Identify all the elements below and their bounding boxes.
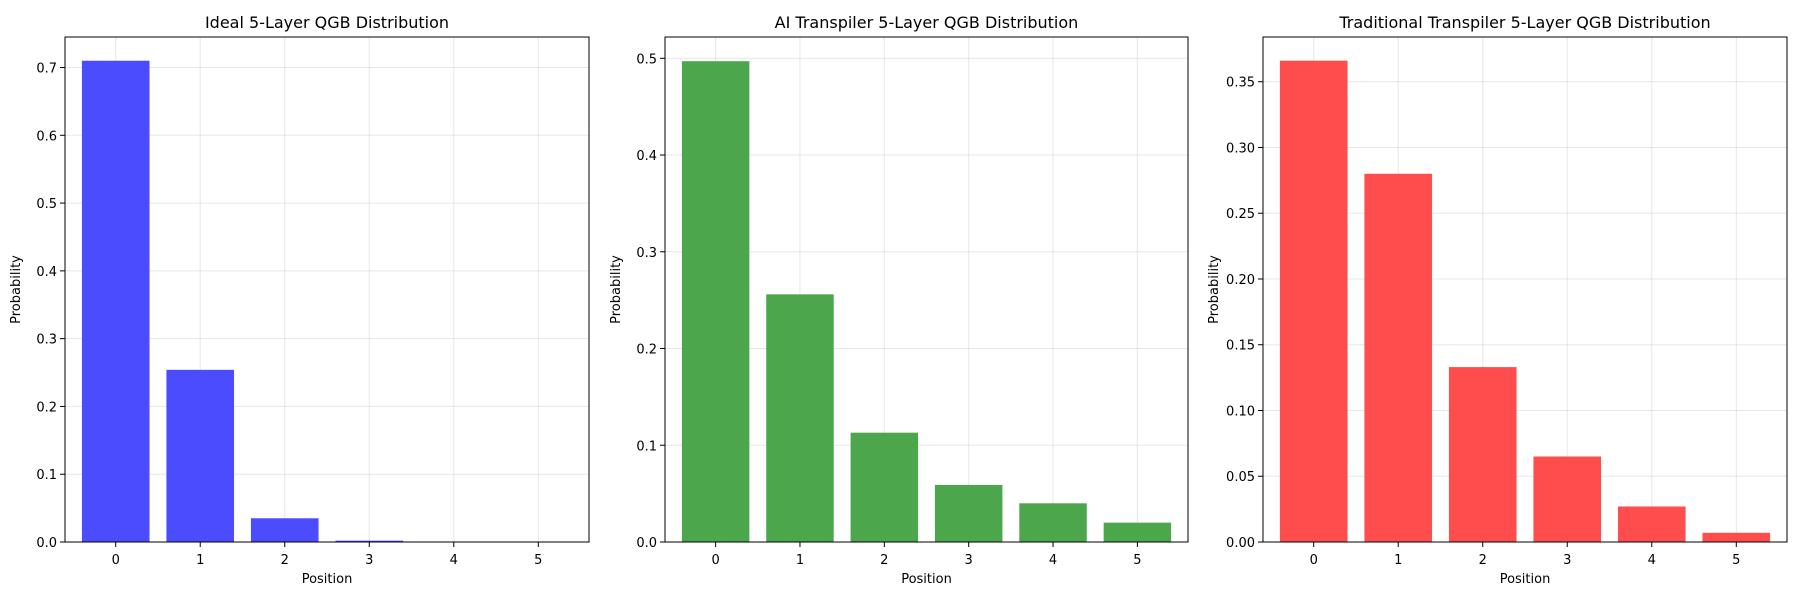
x-tick-label: 4 xyxy=(450,553,458,568)
bar-3 xyxy=(335,540,404,542)
bar-0 xyxy=(81,60,150,543)
x-axis-label: Position xyxy=(302,572,353,587)
y-tick-label: 0.5 xyxy=(36,197,57,212)
x-tick-label: 0 xyxy=(1310,553,1318,568)
plot-frame xyxy=(1262,36,1788,543)
x-tick-label: 2 xyxy=(880,553,888,568)
y-tick-label: 0.6 xyxy=(36,129,57,144)
y-tick-label: 0.7 xyxy=(36,62,57,77)
y-tick-label: 0.2 xyxy=(36,400,57,415)
bar-2 xyxy=(850,432,919,542)
x-tick-label: 0 xyxy=(112,553,120,568)
x-tick-label: 4 xyxy=(1648,553,1656,568)
y-axis-label: Probability xyxy=(609,255,624,324)
plot-frame xyxy=(664,36,1189,543)
x-tick-label: 5 xyxy=(534,553,542,568)
chart-title: Ideal 5-Layer QGB Distribution xyxy=(205,13,449,32)
plot-frame xyxy=(64,36,590,543)
y-tick-label: 0.05 xyxy=(1226,470,1255,485)
y-axis-label: Probability xyxy=(9,255,24,324)
bar-1 xyxy=(766,294,834,542)
bar-0 xyxy=(681,61,750,543)
y-tick-label: 0.20 xyxy=(1226,273,1255,288)
chart-panel-2: 0.0 0.1 0.2 0.3 0.4 0.5 0 1 2 3 4 5 AI Transpiler 5-… xyxy=(609,13,1189,587)
x-tick-label: 3 xyxy=(365,553,373,568)
x-tick-label: 5 xyxy=(1732,553,1740,568)
bar-0 xyxy=(1279,60,1348,542)
y-tick-label: 0.4 xyxy=(636,149,657,164)
chart-panel-3: 0.00 0.05 0.10 0.15 0.20 0.25 0.30 0.35 0 1 2 3 4 5 Tr… xyxy=(1207,13,1788,587)
x-tick-label: 2 xyxy=(1479,553,1487,568)
x-tick-label: 5 xyxy=(1133,553,1141,568)
y-tick-label: 0.2 xyxy=(636,343,657,358)
x-tick-label: 3 xyxy=(1563,553,1571,568)
x-axis-label: Position xyxy=(901,572,952,587)
y-tick-label: 0.30 xyxy=(1226,141,1255,156)
bar-3 xyxy=(934,484,1003,542)
chart-title: AI Transpiler 5-Layer QGB Distribution xyxy=(775,13,1079,32)
bar-2 xyxy=(1448,367,1517,542)
y-tick-label: 0.1 xyxy=(36,468,57,483)
bar-2 xyxy=(250,518,319,542)
bar-5 xyxy=(1702,532,1771,542)
y-tick-label: 0.25 xyxy=(1226,207,1255,222)
x-tick-label: 3 xyxy=(965,553,973,568)
y-tick-label: 0.1 xyxy=(636,439,657,454)
y-tick-label: 0.4 xyxy=(36,265,57,280)
bar-3 xyxy=(1533,456,1602,542)
y-axis-label: Probability xyxy=(1207,255,1222,324)
y-tick-label: 0.3 xyxy=(36,333,57,348)
y-tick-label: 0.00 xyxy=(1226,536,1255,551)
y-tick-label: 0.0 xyxy=(36,536,57,551)
y-tick-label: 0.5 xyxy=(636,52,657,67)
y-tick-label: 0.3 xyxy=(636,246,657,261)
y-tick-label: 0.15 xyxy=(1226,339,1255,354)
x-tick-label: 1 xyxy=(196,553,204,568)
y-tick-label: 0.10 xyxy=(1226,404,1255,419)
bar-5 xyxy=(1103,522,1172,542)
x-tick-label: 4 xyxy=(1049,553,1057,568)
y-tick-label: 0.35 xyxy=(1226,76,1255,91)
x-tick-label: 2 xyxy=(281,553,289,568)
bar-1 xyxy=(166,369,235,542)
bar-1 xyxy=(1364,173,1433,543)
bar-4 xyxy=(1617,506,1686,542)
x-tick-label: 1 xyxy=(1394,553,1402,568)
chart-title: Traditional Transpiler 5-Layer QGB Distr… xyxy=(1338,13,1710,32)
x-axis-label: Position xyxy=(1500,572,1551,587)
x-tick-label: 0 xyxy=(711,553,719,568)
x-tick-label: 1 xyxy=(796,553,804,568)
bar-4 xyxy=(1019,503,1087,542)
y-tick-label: 0.0 xyxy=(636,536,657,551)
chart-panel-1: 0.0 0.1 0.2 0.3 0.4 0.5 0.6 0.7 0 1 2 3 4 5 Ideal 5-La… xyxy=(9,13,590,587)
